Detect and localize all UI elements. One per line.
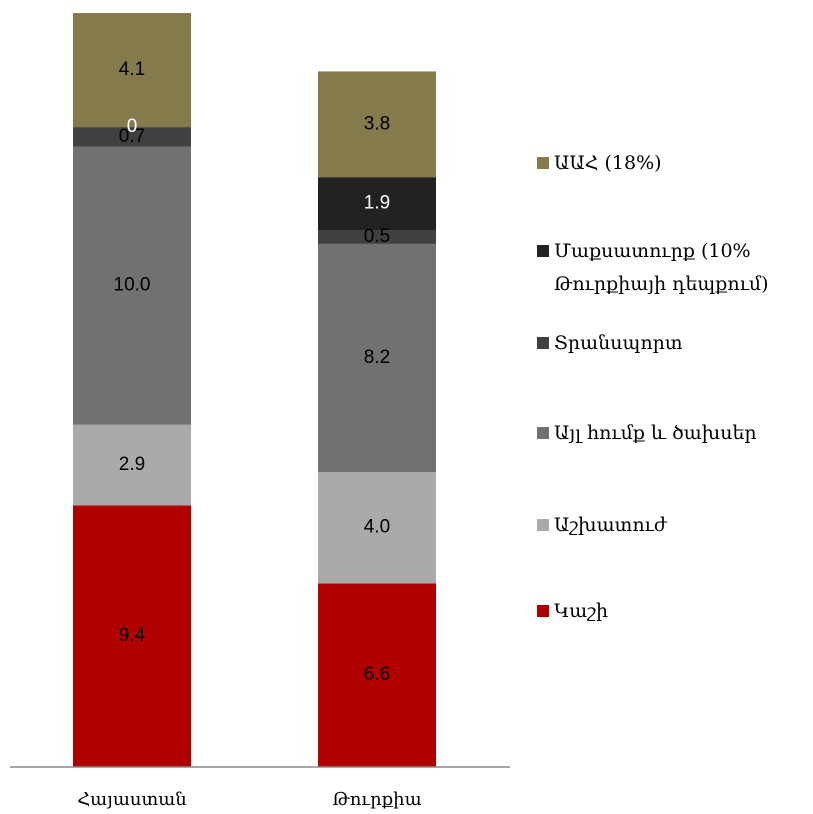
legend-item: Մաքսատուրք (10% Թուրքիայի դեպքում) xyxy=(537,235,807,301)
legend-item: Կաշի xyxy=(537,595,807,628)
value-label: 0.7 xyxy=(119,126,145,147)
x-tick-label: Հայաստան xyxy=(77,789,187,810)
value-label: 10.0 xyxy=(114,275,151,296)
bar-segment xyxy=(318,472,436,584)
legend-label: Մաքսատուրք (10% Թուրքիայի դեպքում) xyxy=(554,240,769,295)
x-tick-label: Թուրքիա xyxy=(332,789,421,810)
legend-swatch xyxy=(537,519,549,531)
value-label: 4.0 xyxy=(364,517,390,538)
legend-label: Կաշի xyxy=(554,600,609,622)
bar-segment xyxy=(73,424,191,506)
bar-segment xyxy=(73,13,191,128)
legend-swatch xyxy=(537,427,549,439)
value-label: 9.4 xyxy=(119,625,146,646)
legend-swatch xyxy=(537,245,549,257)
legend-label: ԱԱՀ (18%) xyxy=(554,152,662,174)
value-label: 6.6 xyxy=(364,664,390,685)
value-label: 3.8 xyxy=(364,113,390,134)
bar-segment xyxy=(73,505,191,767)
legend-label: Այլ հումք և ծախսեր xyxy=(554,422,757,444)
bar-segment xyxy=(73,146,191,425)
value-label: 4.1 xyxy=(119,59,145,80)
bar-segment xyxy=(318,230,436,244)
legend-item: ԱԱՀ (18%) xyxy=(537,147,807,180)
bar-segment xyxy=(318,177,436,231)
legend-label: Տրանսպորտ xyxy=(554,332,683,354)
value-label: 0 xyxy=(127,116,138,137)
value-label: 0.5 xyxy=(364,226,390,247)
bar-segment xyxy=(318,243,436,473)
value-label: 8.2 xyxy=(364,347,390,368)
legend-item: Աշխատուժ xyxy=(537,509,807,542)
value-label: 1.9 xyxy=(364,193,390,214)
legend-item: Տրանսպորտ xyxy=(537,327,807,360)
legend-swatch xyxy=(537,157,549,169)
value-label: 2.9 xyxy=(119,454,145,475)
bar-segment xyxy=(73,127,191,147)
legend-swatch xyxy=(537,605,549,617)
legend-swatch xyxy=(537,337,549,349)
legend-label: Աշխատուժ xyxy=(554,514,667,536)
legend-item: Այլ հումք և ծախսեր xyxy=(537,417,807,450)
bar-segment xyxy=(318,71,436,178)
bar-segment xyxy=(318,583,436,767)
